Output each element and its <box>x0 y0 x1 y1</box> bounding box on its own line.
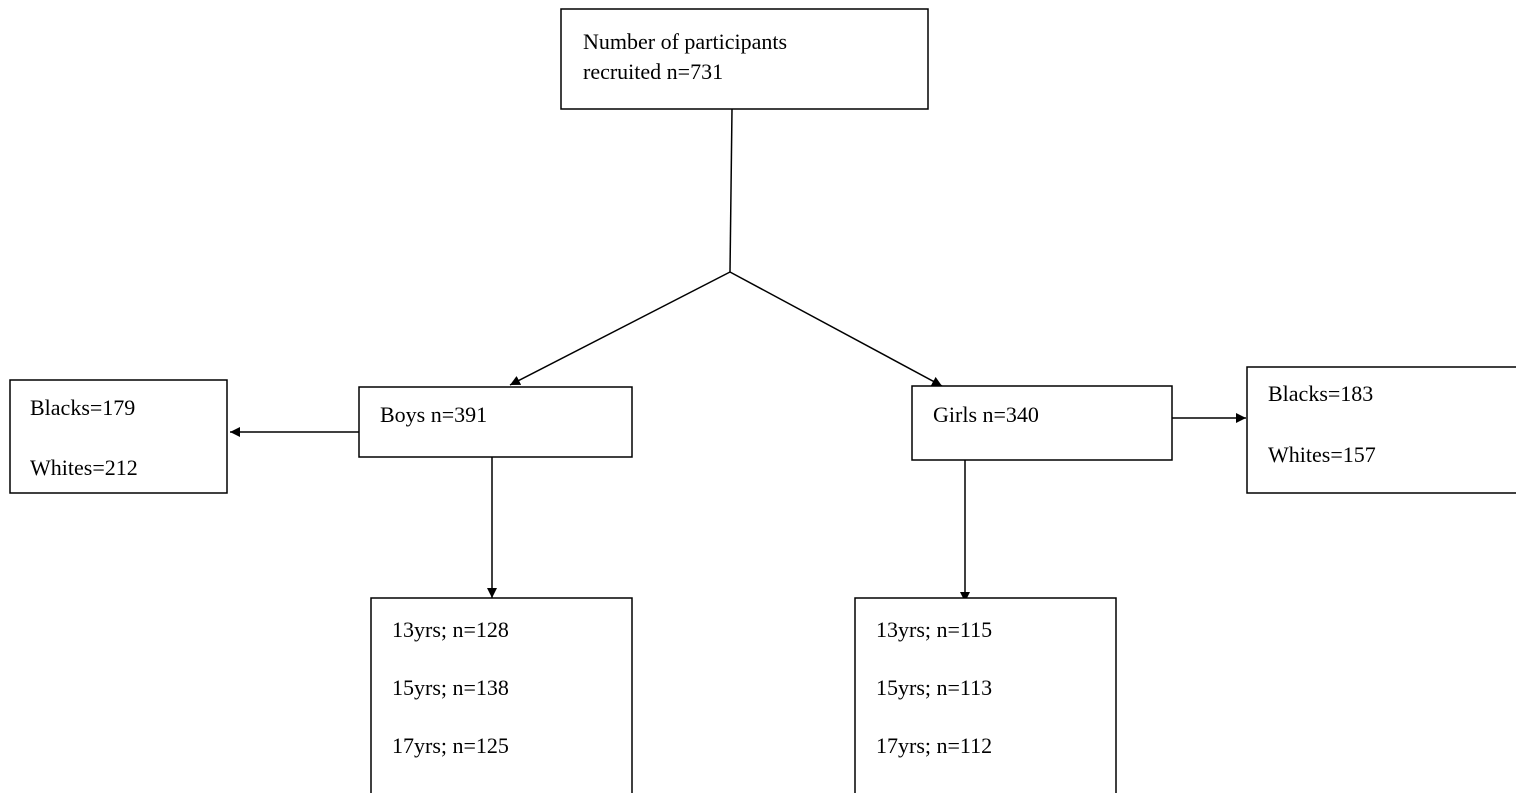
box-boys-age <box>370 597 633 793</box>
box-text: 13yrs; n=115 <box>876 617 992 642</box>
box-girls-age <box>854 597 1117 793</box>
box-text: Number of participants <box>583 29 787 54</box>
box-total <box>560 8 929 110</box>
box-text: 17yrs; n=125 <box>392 733 509 758</box>
box-text: Girls n=340 <box>933 402 1039 427</box>
box-text: 17yrs; n=112 <box>876 733 992 758</box>
box-text: recruited n=731 <box>583 59 723 84</box>
box-boys-race <box>9 379 228 494</box>
box-text: Whites=212 <box>30 455 138 480</box>
connector <box>729 108 733 273</box>
box-text: 15yrs; n=138 <box>392 675 509 700</box>
arrow <box>729 271 943 387</box>
box-girls <box>911 385 1173 461</box>
box-girls-race <box>1246 366 1516 494</box>
box-text: 15yrs; n=113 <box>876 675 992 700</box>
box-text: 13yrs; n=128 <box>392 617 509 642</box>
box-boys <box>358 386 633 458</box>
box-text: Blacks=183 <box>1268 381 1373 406</box>
box-text: Boys n=391 <box>380 402 487 427</box>
arrow <box>509 271 731 386</box>
box-text: Blacks=179 <box>30 395 135 420</box>
box-text: Whites=157 <box>1268 442 1376 467</box>
